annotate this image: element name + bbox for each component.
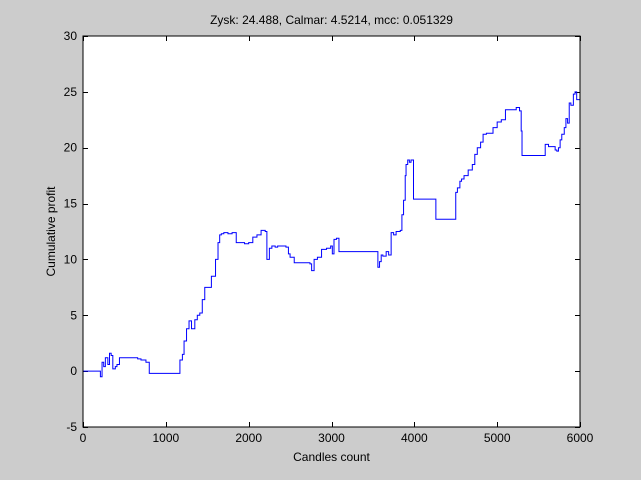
y-tick-label: -5 — [66, 420, 77, 434]
axes-frame — [82, 35, 581, 428]
x-tick-label: 6000 — [567, 431, 594, 445]
y-tick-label: 30 — [64, 29, 78, 43]
x-tick-label: 5000 — [484, 431, 511, 445]
y-tick-label: 15 — [64, 197, 78, 211]
y-tick-label: 25 — [64, 85, 78, 99]
y-tick-label: 20 — [64, 141, 78, 155]
y-tick-label: 0 — [70, 364, 77, 378]
x-tick-label: 3000 — [318, 431, 345, 445]
x-tick-label: 2000 — [235, 431, 262, 445]
series-line — [83, 91, 581, 378]
y-axis-title: Cumulative profit — [44, 186, 58, 277]
y-tick-label: 5 — [70, 308, 77, 322]
x-tick-label: 1000 — [152, 431, 179, 445]
y-tick-label: 10 — [64, 252, 78, 266]
x-tick-label: 0 — [80, 431, 87, 445]
x-axis-title: Candles count — [293, 450, 370, 464]
chart-title: Zysk: 24.488, Calmar: 4.5214, mcc: 0.051… — [210, 13, 453, 27]
x-tick-label: 4000 — [401, 431, 428, 445]
plot-area — [83, 36, 580, 427]
